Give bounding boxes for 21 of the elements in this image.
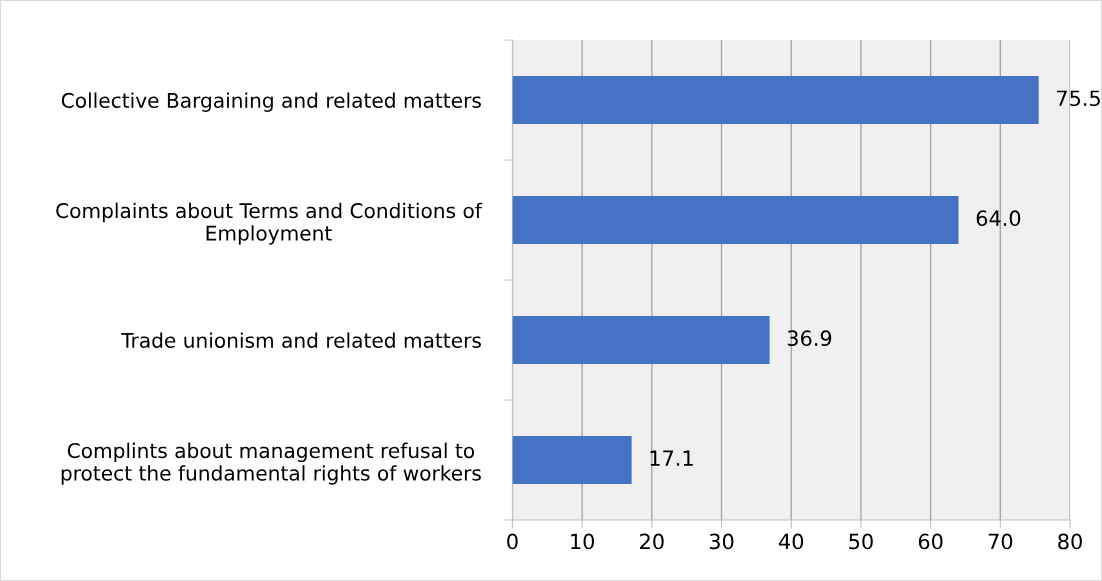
x-tick-label: 30 <box>709 533 734 550</box>
x-tick-label: 0 <box>507 533 518 550</box>
y-tick-label: Trade unionism and related matters <box>121 332 481 348</box>
x-tick-label: 80 <box>1058 533 1082 550</box>
x-tick-label: 70 <box>988 533 1013 550</box>
y-tick-label: Complaints about Terms and Conditions of Employment <box>56 202 483 245</box>
y-tick-label: Collective Bargaining and related matters <box>61 92 481 112</box>
x-tick-label: 60 <box>918 533 943 550</box>
x-tick-label: 10 <box>571 533 594 550</box>
x-tick-label: 40 <box>779 533 804 550</box>
bar <box>512 76 1039 125</box>
data-label: 17.1 <box>650 450 693 466</box>
bar <box>512 316 770 365</box>
data-label: 64.0 <box>976 210 1021 227</box>
data-label: 75.5 <box>1057 90 1100 107</box>
bar <box>512 436 632 484</box>
x-tick-label: 20 <box>640 533 664 550</box>
y-tick-label: Complints about management refusal to protect the fundamental rights of workers <box>61 442 481 485</box>
bar <box>512 196 959 245</box>
x-tick-label: 50 <box>849 533 873 550</box>
data-label: 36.9 <box>787 330 832 347</box>
